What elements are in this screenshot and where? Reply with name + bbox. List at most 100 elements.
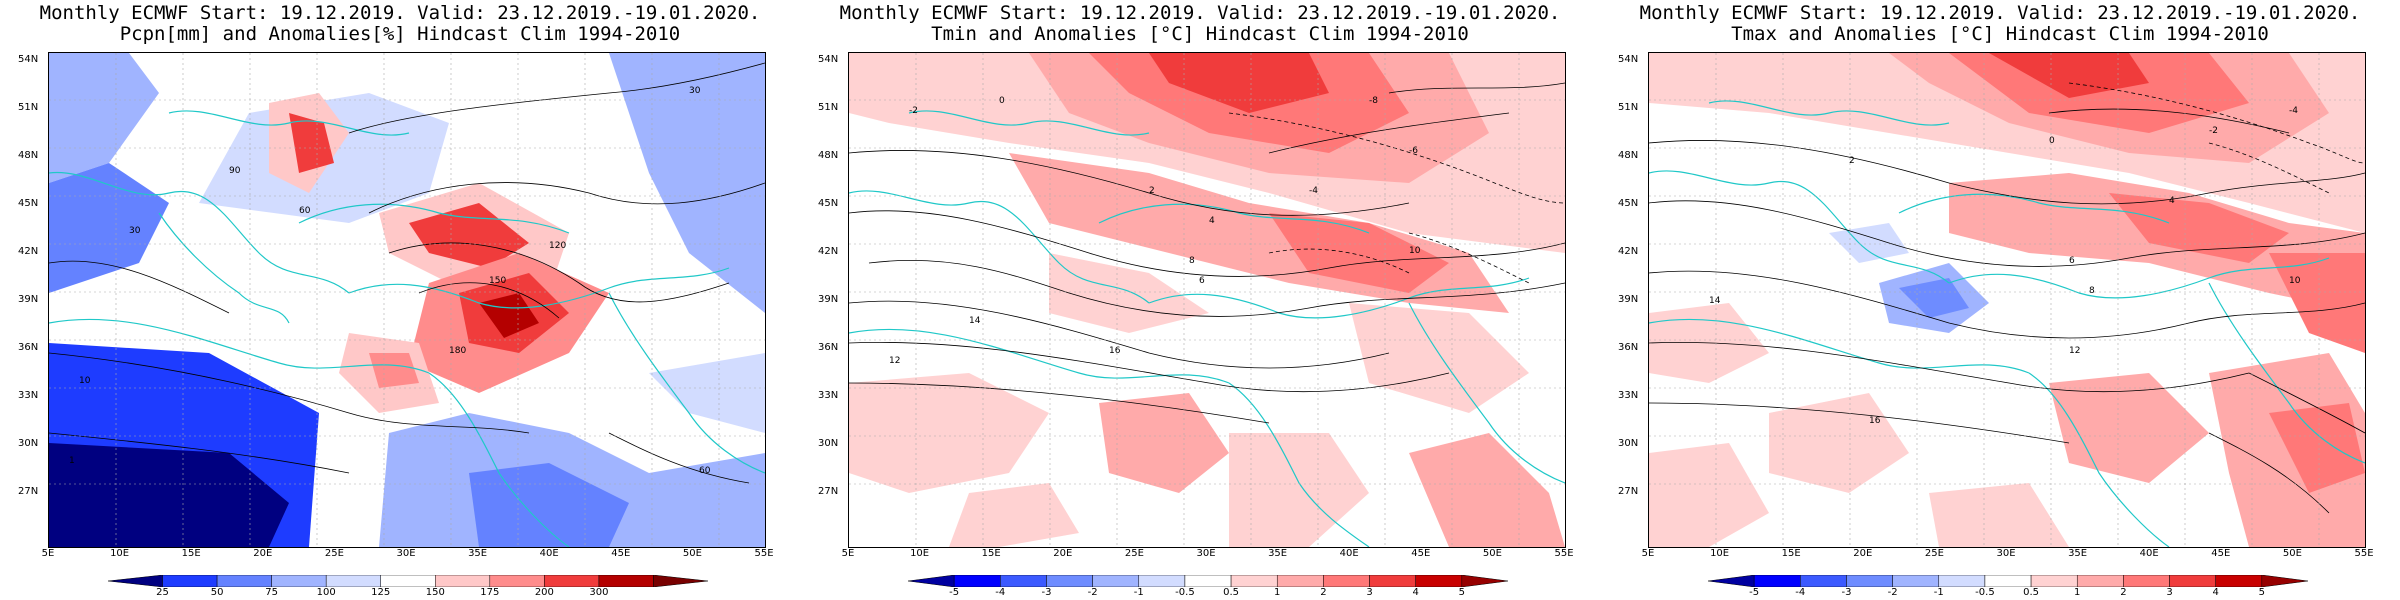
longitude-label: 55E	[2354, 548, 2374, 559]
colorbar-swatch	[2261, 574, 2309, 588]
contour-label: 16	[1869, 416, 1881, 426]
contour-label: 0	[2049, 136, 2055, 146]
longitude-label: 20E	[253, 548, 273, 559]
colorbar-swatch	[380, 574, 436, 588]
contour-label: 16	[1109, 346, 1121, 356]
longitude-label: 10E	[110, 548, 130, 559]
colorbar-swatch	[544, 574, 600, 588]
longitude-label: 10E	[1710, 548, 1730, 559]
map-tmin: -8 -6 -4 -2 0 2 4 6 8 10 12 14 16	[848, 52, 1566, 548]
colorbar	[907, 574, 1509, 588]
longitude-label: 45E	[1411, 548, 1431, 559]
latitude-label: 36N	[818, 342, 839, 353]
contour-label: 180	[449, 346, 466, 356]
longitude-label: 25E	[324, 548, 344, 559]
latitude-label: 54N	[1618, 54, 1639, 65]
longitude-label: 50E	[2282, 548, 2302, 559]
longitude-label: 55E	[1554, 548, 1574, 559]
colorbar	[107, 574, 709, 588]
colorbar-swatch	[271, 574, 327, 588]
colorbar-label: 5	[1458, 587, 1466, 598]
longitude-label: 50E	[682, 548, 702, 559]
map-tmax: -4 -2 0 2 4 6 8 10 12 14 16	[1648, 52, 2366, 548]
panel-title: Monthly ECMWF Start: 19.12.2019. Valid: …	[1639, 2, 2361, 24]
panel-tmax: Monthly ECMWF Start: 19.12.2019. Valid: …	[1600, 0, 2400, 600]
colorbar-label: -0.5	[1975, 587, 1995, 598]
colorbar-swatch	[162, 574, 218, 588]
latitude-label: 42N	[1618, 246, 1639, 257]
contour-label: 90	[229, 166, 241, 176]
contour-label: 2	[1849, 156, 1855, 166]
colorbar-label: 4	[1412, 587, 1419, 598]
colorbar-swatch	[1938, 574, 1986, 588]
longitude-label: 50E	[1482, 548, 1502, 559]
colorbar-label: -1	[1133, 587, 1144, 598]
longitude-label: 15E	[1781, 548, 1801, 559]
contour-label: 8	[2089, 286, 2095, 296]
contour-label: 6	[2069, 256, 2075, 266]
contour-label: 14	[1709, 296, 1721, 306]
colorbar-swatch	[1092, 574, 1140, 588]
longitude-label: 15E	[181, 548, 201, 559]
colorbar-svg	[107, 574, 709, 588]
latitude-label: 30N	[1618, 438, 1639, 449]
colorbar-svg	[1707, 574, 2309, 588]
latitude-label: 30N	[818, 438, 839, 449]
colorbar-label: -5	[1749, 587, 1760, 598]
contour-label: -6	[1409, 146, 1418, 156]
colorbar-label: 200	[534, 587, 554, 598]
colorbar-label: 100	[316, 587, 336, 598]
contour-label: 8	[1189, 256, 1195, 266]
contour-label: 30	[129, 226, 141, 236]
contour-label: 150	[489, 276, 506, 286]
contour-label: 1	[69, 456, 75, 466]
panel-tmin: Monthly ECMWF Start: 19.12.2019. Valid: …	[800, 0, 1600, 600]
contour-label: 60	[699, 466, 711, 476]
latitude-label: 33N	[1618, 390, 1639, 401]
colorbar-label: -3	[1841, 587, 1852, 598]
colorbar-swatch	[1000, 574, 1047, 588]
colorbar-label: 175	[480, 587, 500, 598]
colorbar-swatch	[216, 574, 272, 588]
latitude-label: 54N	[18, 54, 39, 65]
contour-label: 10	[1409, 246, 1421, 256]
longitude-label: 55E	[754, 548, 774, 559]
colorbar-swatch	[1415, 574, 1463, 588]
colorbar-swatch	[2123, 574, 2170, 588]
colorbar-label: -1	[1933, 587, 1944, 598]
colorbar-swatch	[1892, 574, 1940, 588]
contour-label: 4	[1209, 216, 1215, 226]
longitude-label: 30E	[396, 548, 416, 559]
latitude-label: 48N	[818, 150, 839, 161]
longitude-label: 30E	[1196, 548, 1216, 559]
longitude-label: 5E	[1641, 548, 1655, 559]
contour-label: -2	[2209, 126, 2218, 136]
contour-label: 30	[689, 86, 701, 96]
latitude-label: 33N	[818, 390, 839, 401]
colorbar-label: -2	[1887, 587, 1898, 598]
colorbar-swatch	[1184, 574, 1232, 588]
colorbar-swatch	[435, 574, 491, 588]
colorbar-label: -4	[995, 587, 1006, 598]
longitude-label: 5E	[41, 548, 55, 559]
longitude-label: 30E	[1996, 548, 2016, 559]
colorbar-swatch	[2076, 574, 2124, 588]
latitude-label: 27N	[818, 486, 839, 497]
colorbar-label: 75	[265, 587, 278, 598]
latitude-label: 48N	[1618, 150, 1639, 161]
colorbar-swatch	[1707, 574, 1755, 588]
longitude-label: 35E	[468, 548, 488, 559]
longitude-label: 45E	[2211, 548, 2231, 559]
longitude-label: 35E	[1268, 548, 1288, 559]
latitude-label: 48N	[18, 150, 39, 161]
contour-label: 10	[79, 376, 91, 386]
latitude-label: 36N	[18, 342, 39, 353]
colorbar-label: 2	[2120, 587, 2127, 598]
colorbar-label: 1	[1274, 587, 1281, 598]
colorbar-label: 0.5	[1223, 587, 1240, 598]
contour-label: -2	[909, 106, 918, 116]
latitude-label: 54N	[818, 54, 839, 65]
latitude-label: 51N	[1618, 102, 1639, 113]
colorbar-label: 4	[2212, 587, 2219, 598]
latitude-label: 39N	[818, 294, 839, 305]
